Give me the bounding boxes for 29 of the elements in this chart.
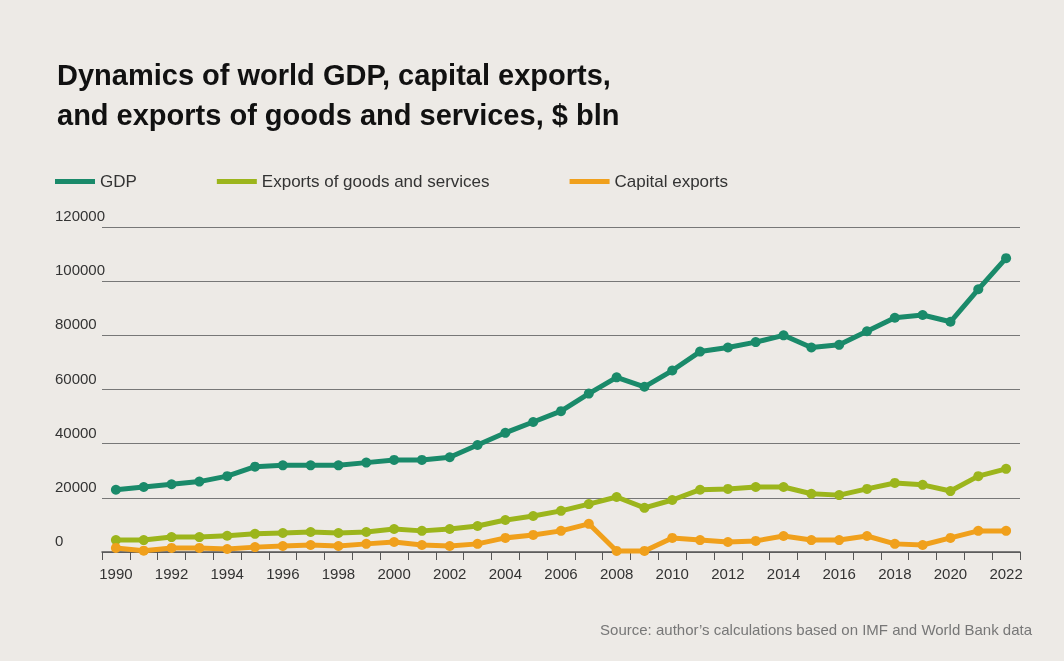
- legend-label: Exports of goods and services: [261, 172, 490, 191]
- y-tick-label: 40000: [55, 423, 97, 441]
- x-tick-label: 2006: [544, 565, 578, 582]
- x-tick-label: 2004: [488, 565, 523, 582]
- x-tick-label: 1990: [99, 565, 133, 582]
- x-tick-label: 2020: [933, 565, 968, 582]
- x-tick-label: 2016: [822, 565, 856, 582]
- source-note: Source: author’s calculations based on IMF and World Bank data: [600, 621, 1033, 638]
- y-tick-label: 0: [55, 532, 64, 549]
- chart-title: Dynamics of world GDP, capital exports, and exports of goods and services, $ bln: [57, 59, 620, 131]
- x-tick-label: 2000: [377, 565, 411, 582]
- x-tick-label: 2008: [599, 565, 634, 582]
- legend-label: Capital exports: [614, 172, 728, 191]
- x-tick-label: 1996: [266, 565, 300, 582]
- y-tick-label: 80000: [55, 315, 97, 333]
- y-tick-label: 120000: [55, 207, 106, 224]
- x-tick-label: 2018: [878, 565, 912, 582]
- x-tick-label: 1992: [154, 565, 189, 582]
- y-tick-label: 20000: [55, 477, 97, 495]
- x-tick-label: 2002: [433, 565, 467, 582]
- x-tick-label: 2010: [655, 565, 689, 582]
- legend-label: GDP: [100, 172, 137, 191]
- x-tick-label: 2012: [711, 565, 745, 582]
- x-tick-label: 1998: [321, 565, 356, 582]
- y-tick-label: 100000: [55, 261, 106, 279]
- x-tick-label: 1994: [210, 565, 244, 582]
- x-tick-label: 2014: [766, 565, 801, 582]
- y-tick-label: 60000: [55, 369, 97, 387]
- x-tick-label: 2022: [989, 565, 1023, 582]
